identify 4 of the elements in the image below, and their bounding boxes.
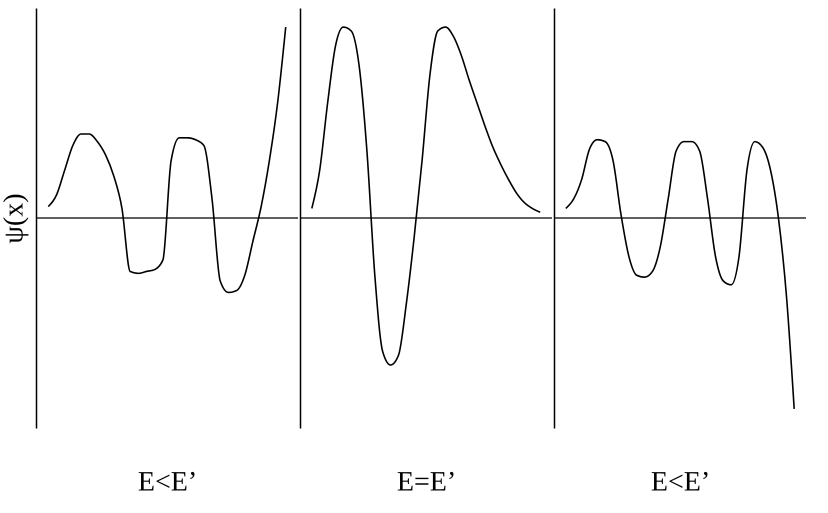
x-axis-title: E=E’	[396, 466, 456, 498]
x-axis-title: E<E’	[650, 466, 710, 498]
y-axis-title: ψ(x)	[0, 193, 30, 244]
x-axis-title: E<E’	[138, 466, 198, 498]
